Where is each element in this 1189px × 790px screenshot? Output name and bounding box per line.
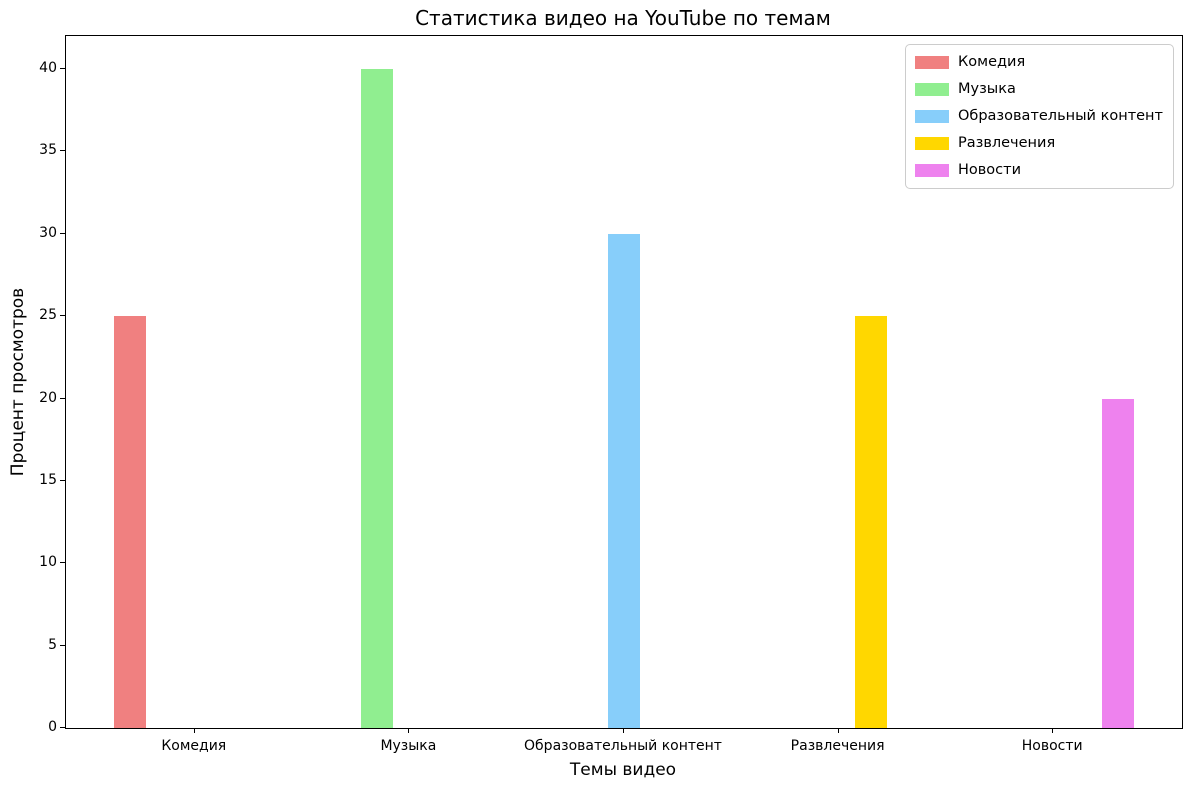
y-tick-label: 5 [48, 636, 57, 653]
y-tick-mark [60, 644, 65, 646]
y-tick-label: 10 [39, 554, 57, 571]
legend-item: Музыка [914, 79, 1163, 100]
y-tick-mark [60, 479, 65, 481]
x-tick-mark [837, 728, 839, 733]
x-tick-label: Комедия [161, 738, 227, 754]
bar-4 [1101, 398, 1134, 728]
legend-label: Музыка [957, 81, 1016, 97]
legend-label: Комедия [957, 54, 1026, 70]
y-tick-label: 30 [39, 224, 57, 241]
x-tick-label: Новости [1021, 738, 1083, 754]
bar-0 [114, 316, 147, 728]
x-tick-label: Развлечения [790, 738, 885, 754]
plot-area: Комедия Музыка Образовательный контент Разв… [65, 35, 1183, 729]
x-tick-mark [1052, 728, 1054, 733]
bar-2 [607, 233, 641, 728]
legend-swatch [914, 137, 949, 150]
x-tick-mark [408, 728, 410, 733]
x-tick-label: Образовательный контент [524, 738, 722, 754]
y-tick-label: 20 [39, 389, 57, 406]
legend-label: Новости [957, 162, 1022, 178]
legend-item: Новости [914, 160, 1163, 181]
legend-label: Образовательный контент [957, 108, 1163, 124]
x-tick-mark [623, 728, 624, 733]
y-tick-mark [60, 397, 65, 399]
y-tick-mark [60, 68, 65, 69]
y-tick-label: 0 [48, 719, 57, 735]
y-tick-label: 25 [39, 307, 57, 324]
chart-title: Статистика видео на YouTube по темам [415, 6, 831, 30]
y-tick-label: 35 [39, 142, 57, 159]
legend-item: Образовательный контент [914, 106, 1163, 127]
legend-swatch [914, 110, 949, 123]
x-tick-mark [193, 728, 195, 733]
bar-1 [361, 69, 394, 728]
legend-item: Развлечения [914, 133, 1163, 154]
bar-3 [854, 316, 887, 728]
legend-swatch [914, 164, 949, 177]
y-tick-label: 15 [39, 471, 57, 488]
legend-label: Развлечения [957, 135, 1056, 151]
y-tick-mark [60, 150, 65, 152]
y-tick-mark [60, 727, 65, 728]
y-tick-mark [60, 562, 65, 564]
legend-swatch [914, 83, 949, 96]
y-tick-label: 40 [39, 60, 57, 76]
legend: Комедия Музыка Образовательный контент Разв… [904, 44, 1174, 189]
legend-item: Комедия [914, 52, 1163, 73]
y-tick-mark [60, 315, 65, 317]
y-axis-label: Процент просмотров [8, 287, 28, 477]
x-tick-label: Музыка [380, 738, 437, 754]
legend-swatch [914, 56, 949, 69]
y-tick-mark [60, 232, 65, 234]
x-axis-label: Темы видео [569, 760, 677, 780]
